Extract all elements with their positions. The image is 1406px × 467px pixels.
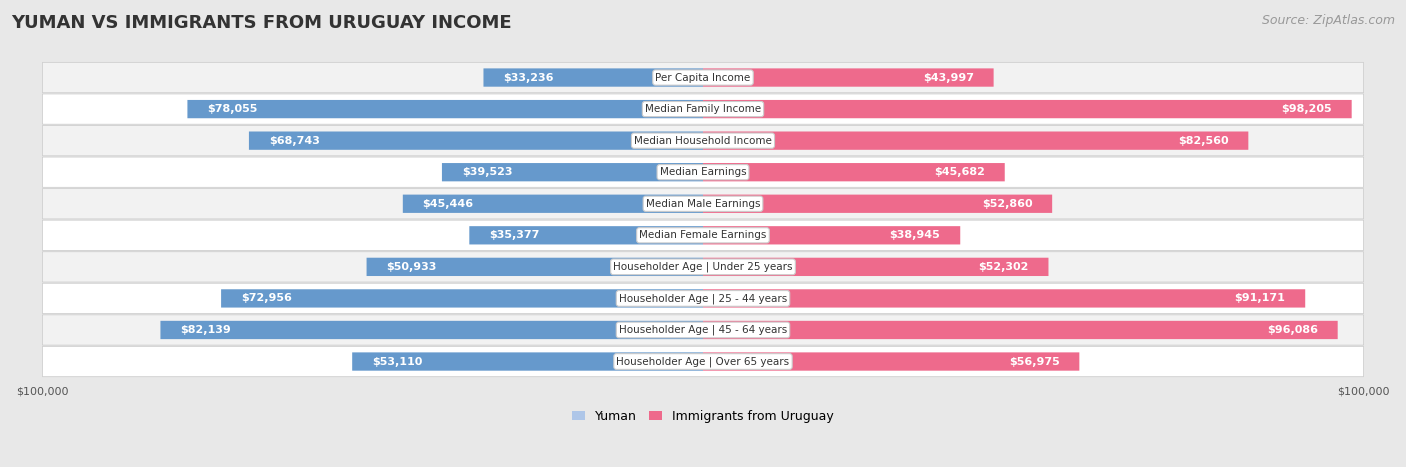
- Text: Median Male Earnings: Median Male Earnings: [645, 199, 761, 209]
- FancyBboxPatch shape: [703, 195, 1052, 213]
- Text: $82,560: $82,560: [1178, 135, 1229, 146]
- Text: YUMAN VS IMMIGRANTS FROM URUGUAY INCOME: YUMAN VS IMMIGRANTS FROM URUGUAY INCOME: [11, 14, 512, 32]
- FancyBboxPatch shape: [249, 132, 703, 150]
- FancyBboxPatch shape: [703, 289, 1305, 308]
- Text: $53,110: $53,110: [373, 356, 422, 367]
- FancyBboxPatch shape: [42, 189, 1364, 219]
- Text: Householder Age | Over 65 years: Householder Age | Over 65 years: [616, 356, 790, 367]
- Text: Householder Age | 25 - 44 years: Householder Age | 25 - 44 years: [619, 293, 787, 304]
- Text: $43,997: $43,997: [922, 72, 974, 83]
- Text: Median Family Income: Median Family Income: [645, 104, 761, 114]
- FancyBboxPatch shape: [42, 63, 1364, 92]
- Text: Median Female Earnings: Median Female Earnings: [640, 230, 766, 241]
- Text: $98,205: $98,205: [1281, 104, 1331, 114]
- Text: $38,945: $38,945: [890, 230, 941, 241]
- Text: Median Earnings: Median Earnings: [659, 167, 747, 177]
- FancyBboxPatch shape: [352, 353, 703, 371]
- FancyBboxPatch shape: [703, 353, 1080, 371]
- Text: $91,171: $91,171: [1234, 293, 1285, 304]
- FancyBboxPatch shape: [703, 163, 1005, 181]
- FancyBboxPatch shape: [42, 157, 1364, 187]
- FancyBboxPatch shape: [160, 321, 703, 339]
- Text: $82,139: $82,139: [180, 325, 231, 335]
- FancyBboxPatch shape: [42, 252, 1364, 282]
- FancyBboxPatch shape: [703, 68, 994, 87]
- FancyBboxPatch shape: [187, 100, 703, 118]
- FancyBboxPatch shape: [703, 258, 1049, 276]
- Text: Householder Age | Under 25 years: Householder Age | Under 25 years: [613, 262, 793, 272]
- FancyBboxPatch shape: [367, 258, 703, 276]
- Text: $45,682: $45,682: [934, 167, 986, 177]
- FancyBboxPatch shape: [484, 68, 703, 87]
- Text: Householder Age | 45 - 64 years: Householder Age | 45 - 64 years: [619, 325, 787, 335]
- Text: Median Household Income: Median Household Income: [634, 135, 772, 146]
- Text: $96,086: $96,086: [1267, 325, 1317, 335]
- Text: $52,860: $52,860: [981, 199, 1032, 209]
- FancyBboxPatch shape: [42, 347, 1364, 377]
- FancyBboxPatch shape: [42, 94, 1364, 124]
- FancyBboxPatch shape: [441, 163, 703, 181]
- FancyBboxPatch shape: [703, 321, 1337, 339]
- FancyBboxPatch shape: [42, 220, 1364, 250]
- FancyBboxPatch shape: [42, 283, 1364, 313]
- FancyBboxPatch shape: [42, 126, 1364, 156]
- Text: Source: ZipAtlas.com: Source: ZipAtlas.com: [1261, 14, 1395, 27]
- FancyBboxPatch shape: [402, 195, 703, 213]
- FancyBboxPatch shape: [221, 289, 703, 308]
- FancyBboxPatch shape: [703, 100, 1351, 118]
- Text: $78,055: $78,055: [207, 104, 257, 114]
- Text: $72,956: $72,956: [240, 293, 292, 304]
- Text: $68,743: $68,743: [269, 135, 319, 146]
- FancyBboxPatch shape: [42, 315, 1364, 345]
- Text: $35,377: $35,377: [489, 230, 540, 241]
- FancyBboxPatch shape: [703, 226, 960, 244]
- Text: $50,933: $50,933: [387, 262, 437, 272]
- FancyBboxPatch shape: [703, 132, 1249, 150]
- FancyBboxPatch shape: [470, 226, 703, 244]
- Text: $33,236: $33,236: [503, 72, 554, 83]
- Text: $39,523: $39,523: [461, 167, 512, 177]
- Text: $56,975: $56,975: [1008, 356, 1060, 367]
- Text: $52,302: $52,302: [979, 262, 1029, 272]
- Legend: Yuman, Immigrants from Uruguay: Yuman, Immigrants from Uruguay: [568, 405, 838, 428]
- Text: Per Capita Income: Per Capita Income: [655, 72, 751, 83]
- Text: $45,446: $45,446: [423, 199, 474, 209]
